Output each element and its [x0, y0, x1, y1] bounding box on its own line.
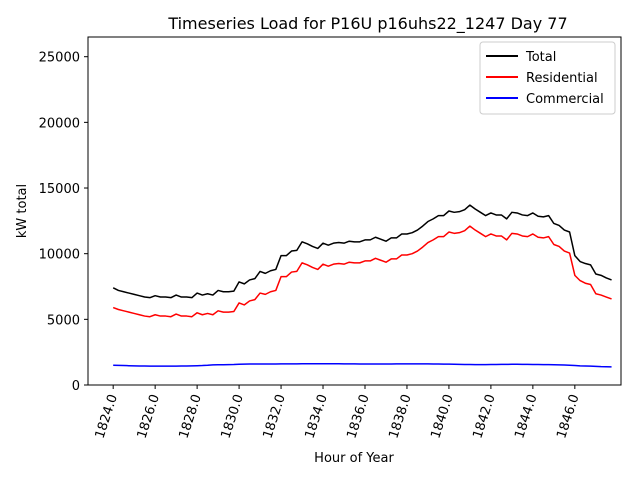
x-axis: 1824.0 1826.0 1828.0 1830.0 1832.0 1834.0 1836…: [93, 385, 583, 441]
legend-box: [479, 41, 616, 115]
y-tick-label: 10000: [39, 248, 80, 263]
x-tick-label: 1824.0: [93, 393, 121, 441]
legend: Total Residential Commercial: [479, 41, 616, 115]
legend-label-total: Total: [525, 50, 556, 65]
x-tick-label: 1830.0: [219, 393, 247, 441]
legend-label-commercial: Commercial: [526, 92, 604, 107]
series-layer: [112, 204, 612, 368]
y-tick-label: 25000: [39, 51, 80, 66]
y-tick-label: 15000: [39, 182, 80, 197]
series-line-commercial: [113, 362, 612, 368]
x-tick-label: 1846.0: [554, 393, 582, 441]
chart-title: Timeseries Load for P16U p16uhs22_1247 D…: [167, 14, 567, 34]
x-tick-label: 1840.0: [428, 393, 456, 441]
x-tick-label: 1828.0: [177, 393, 205, 441]
y-tick-label: 20000: [39, 116, 80, 131]
x-tick-label: 1832.0: [261, 393, 289, 441]
series-line-total: [112, 204, 612, 299]
y-tick-label: 0: [72, 379, 80, 394]
x-tick-label: 1834.0: [303, 393, 331, 441]
x-tick-label: 1838.0: [386, 393, 414, 441]
x-tick-label: 1842.0: [470, 393, 498, 441]
y-axis: 0 5000 10000 15000 20000 25000: [39, 51, 88, 394]
series-line-residential: [112, 225, 612, 318]
x-tick-label: 1844.0: [512, 393, 540, 441]
x-axis-label: Hour of Year: [314, 451, 394, 466]
x-tick-label: 1826.0: [135, 393, 163, 441]
y-axis-label: kW total: [15, 184, 30, 238]
y-tick-label: 5000: [47, 313, 80, 328]
plot-frame: [87, 36, 622, 386]
x-tick-label: 1836.0: [344, 393, 372, 441]
legend-label-residential: Residential: [526, 71, 598, 86]
